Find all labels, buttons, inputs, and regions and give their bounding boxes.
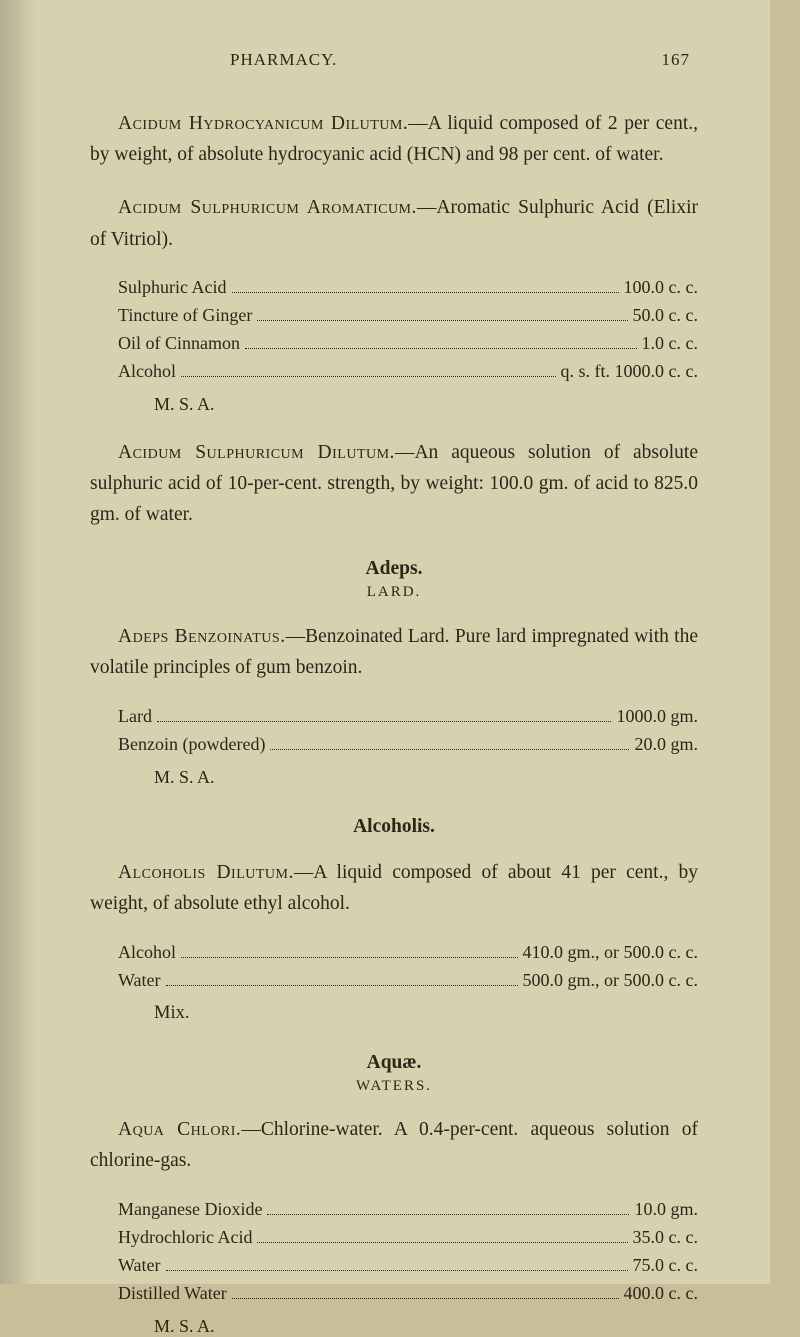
ingredient-name: Sulphuric Acid (118, 274, 227, 302)
section-heading: Adeps. (90, 558, 698, 580)
section-heading: Alcoholis. (90, 816, 698, 838)
section-heading: Aquæ. (90, 1052, 698, 1074)
entry: Adeps Benzoinatus.—Benzoinated Lard. Pur… (90, 621, 698, 788)
msa-note: M. S. A. (154, 1316, 698, 1337)
ingredient-list: Sulphuric Acid 100.0 c. c. Tincture of Gi… (118, 274, 698, 386)
entry-paragraph: Acidum Hydrocyanicum Dilutum.—A liquid c… (90, 108, 698, 170)
ingredient-row: Sulphuric Acid 100.0 c. c. (118, 274, 698, 302)
ingredient-amount: 1.0 c. c. (642, 330, 698, 358)
msa-note: M. S. A. (154, 767, 698, 788)
entry: Aqua Chlori.—Chlorine-water. A 0.4-per-c… (90, 1114, 698, 1336)
ingredient-name: Hydrochloric Acid (118, 1224, 252, 1252)
ingredient-suffix: q. s. ft. 1000.0 c. c. (561, 358, 698, 386)
ingredient-name: Manganese Dioxide (118, 1196, 262, 1224)
ingredient-name: Tincture of Ginger (118, 302, 252, 330)
document-page: PHARMACY. 167 Acidum Hydrocyanicum Dilut… (0, 0, 770, 1284)
leader-dots (232, 292, 619, 293)
ingredient-amount: 10.0 gm. (634, 1196, 698, 1224)
ingredient-row: Benzoin (powdered) 20.0 gm. (118, 731, 698, 759)
leader-dots (257, 1242, 627, 1243)
msa-note: M. S. A. (154, 394, 698, 415)
entry-paragraph: Acidum Sulphuricum Aromaticum.—Aromatic … (90, 192, 698, 254)
entry-title: Alcoholis Dilutum. (118, 862, 294, 883)
ingredient-amount: 410.0 gm., or 500.0 c. c. (523, 939, 698, 967)
ingredient-name: Water (118, 1252, 161, 1280)
entry-paragraph: Alcoholis Dilutum.—A liquid composed of … (90, 857, 698, 919)
entry-title: Acidum Sulphuricum Dilutum. (118, 442, 395, 463)
entry: Acidum Sulphuricum Aromaticum.—Aromatic … (90, 192, 698, 414)
leader-dots (257, 320, 627, 321)
ingredient-amount: 75.0 c. c. (633, 1252, 698, 1280)
ingredient-row: Water 75.0 c. c. (118, 1252, 698, 1280)
ingredient-list: Alcohol 410.0 gm., or 500.0 c. c. Water 50… (118, 939, 698, 995)
ingredient-row: Tincture of Ginger 50.0 c. c. (118, 302, 698, 330)
ingredient-row: Alcohol 410.0 gm., or 500.0 c. c. (118, 939, 698, 967)
ingredient-name: Oil of Cinnamon (118, 330, 240, 358)
ingredient-list: Lard 1000.0 gm. Benzoin (powdered) 20.0 gm… (118, 703, 698, 759)
page-shadow (0, 0, 36, 1284)
entry-title: Acidum Hydrocyanicum Dilutum. (118, 113, 408, 134)
leader-dots (157, 721, 612, 722)
ingredient-row: Manganese Dioxide 10.0 gm. (118, 1196, 698, 1224)
mix-note: Mix. (154, 1003, 698, 1024)
header-title: PHARMACY. (230, 50, 337, 70)
page-number: 167 (662, 50, 691, 70)
ingredient-amount: 100.0 c. c. (624, 274, 698, 302)
leader-dots (267, 1214, 629, 1215)
ingredient-row: Hydrochloric Acid 35.0 c. c. (118, 1224, 698, 1252)
ingredient-name: Alcohol (118, 358, 176, 386)
ingredient-name: Alcohol (118, 939, 176, 967)
section-subheading: WATERS. (90, 1078, 698, 1095)
ingredient-row: Alcohol q. s. ft. 1000.0 c. c. (118, 358, 698, 386)
leader-dots (232, 1298, 619, 1299)
leader-dots (181, 957, 518, 958)
ingredient-name: Water (118, 967, 161, 995)
ingredient-list: Manganese Dioxide 10.0 gm. Hydrochloric A… (118, 1196, 698, 1308)
entry: Acidum Sulphuricum Dilutum.—An aqueous s… (90, 437, 698, 531)
entry-paragraph: Aqua Chlori.—Chlorine-water. A 0.4-per-c… (90, 1114, 698, 1176)
ingredient-name: Lard (118, 703, 152, 731)
entry-paragraph: Adeps Benzoinatus.—Benzoinated Lard. Pur… (90, 621, 698, 683)
entry-title: Acidum Sulphuricum Aromaticum. (118, 197, 417, 218)
entry: Acidum Hydrocyanicum Dilutum.—A liquid c… (90, 108, 698, 170)
entry-paragraph: Acidum Sulphuricum Dilutum.—An aqueous s… (90, 437, 698, 531)
entry-title: Aqua Chlori. (118, 1119, 241, 1140)
ingredient-name: Benzoin (powdered) (118, 731, 265, 759)
ingredient-amount: 500.0 gm., or 500.0 c. c. (523, 967, 698, 995)
entry-title: Adeps Benzoinatus. (118, 626, 286, 647)
ingredient-row: Lard 1000.0 gm. (118, 703, 698, 731)
section-subheading: LARD. (90, 584, 698, 601)
leader-dots (270, 749, 629, 750)
leader-dots (166, 985, 518, 986)
leader-dots (181, 376, 556, 377)
ingredient-amount: 35.0 c. c. (633, 1224, 698, 1252)
leader-dots (166, 1270, 628, 1271)
ingredient-amount: 20.0 gm. (634, 731, 698, 759)
leader-dots (245, 348, 637, 349)
ingredient-amount: 50.0 c. c. (633, 302, 698, 330)
ingredient-row: Water 500.0 gm., or 500.0 c. c. (118, 967, 698, 995)
ingredient-amount: 1000.0 gm. (616, 703, 698, 731)
ingredient-row: Oil of Cinnamon 1.0 c. c. (118, 330, 698, 358)
entry: Alcoholis Dilutum.—A liquid composed of … (90, 857, 698, 1024)
page-header: PHARMACY. 167 (90, 50, 698, 70)
